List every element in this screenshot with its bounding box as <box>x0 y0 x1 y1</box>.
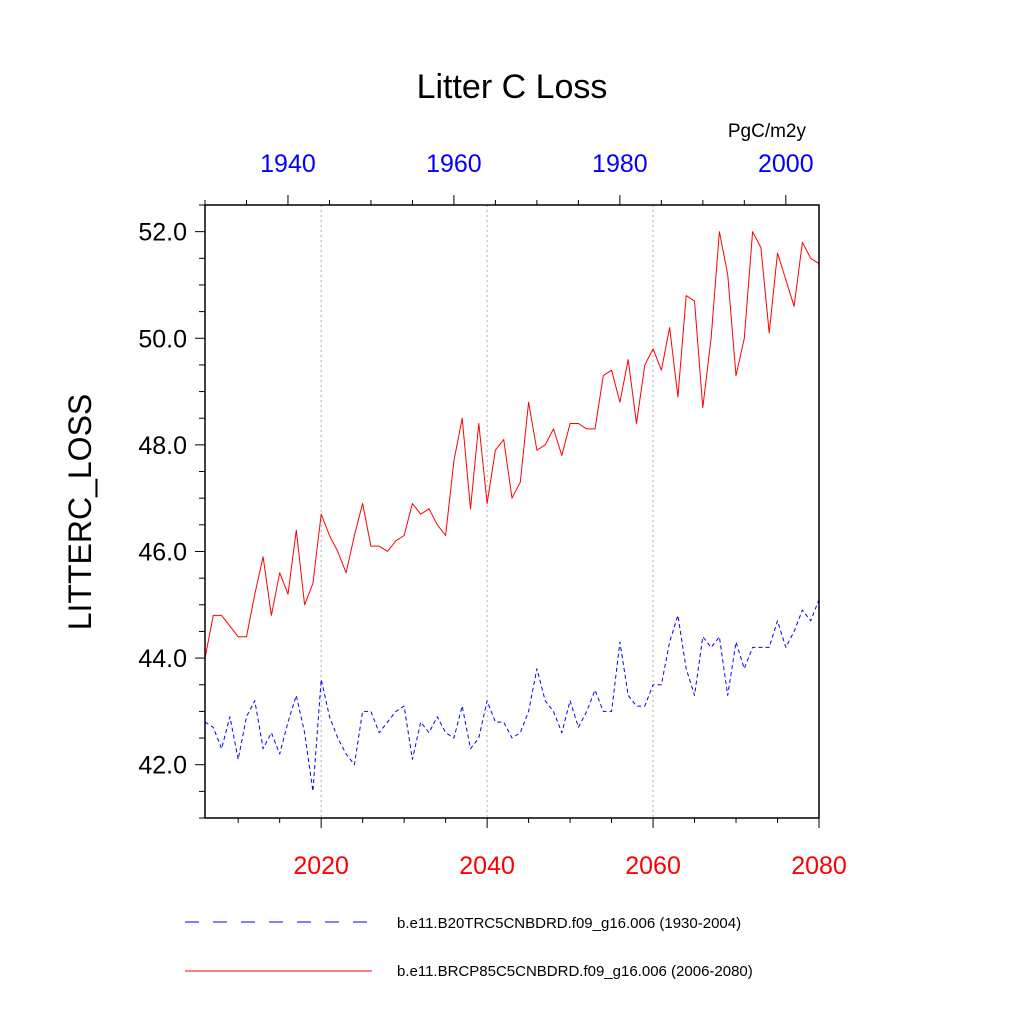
x-bottom-tick-label: 2040 <box>459 852 515 880</box>
x-top-tick-label: 1940 <box>260 150 316 178</box>
legend: b.e11.B20TRC5CNBDRD.f09_g16.006 (1930-20… <box>185 915 753 980</box>
chart-title: Litter C Loss <box>417 68 608 106</box>
grid-lines <box>320 205 654 818</box>
plot-frame <box>204 204 820 819</box>
x-top-tick-labels: 1940 1960 1980 2000 <box>260 150 813 178</box>
series-line-0 <box>204 599 820 792</box>
y-tick-labels: 42.0 44.0 46.0 48.0 50.0 52.0 <box>138 219 187 780</box>
y-tick-label: 42.0 <box>138 752 187 780</box>
x-bottom-tick-labels: 2020 2040 2060 2080 <box>293 852 846 880</box>
x-bottom-tick-label: 2080 <box>791 852 847 880</box>
x-top-tick-label: 1980 <box>592 150 648 178</box>
x-bottom-tick-label: 2020 <box>293 852 349 880</box>
series-line-1 <box>204 231 820 659</box>
legend-label-rcp85: b.e11.BRCP85C5CNBDRD.f09_g16.006 (2006-2… <box>397 963 753 980</box>
y-tick-label: 48.0 <box>138 432 187 460</box>
x-bottom-tick-label: 2060 <box>625 852 681 880</box>
x-top-tick-label: 1960 <box>426 150 482 178</box>
units-label: PgC/m2y <box>728 121 807 142</box>
y-tick-label: 44.0 <box>138 645 187 673</box>
y-tick-label: 50.0 <box>138 325 187 353</box>
y-tick-label: 46.0 <box>138 538 187 566</box>
series-lines <box>204 231 820 792</box>
x-top-tick-label: 2000 <box>758 150 814 178</box>
y-tick-label: 52.0 <box>138 219 187 247</box>
axis-ticks <box>195 195 820 828</box>
legend-label-historical: b.e11.B20TRC5CNBDRD.f09_g16.006 (1930-20… <box>397 915 741 932</box>
y-axis-label: LITTERC_LOSS <box>62 394 98 631</box>
